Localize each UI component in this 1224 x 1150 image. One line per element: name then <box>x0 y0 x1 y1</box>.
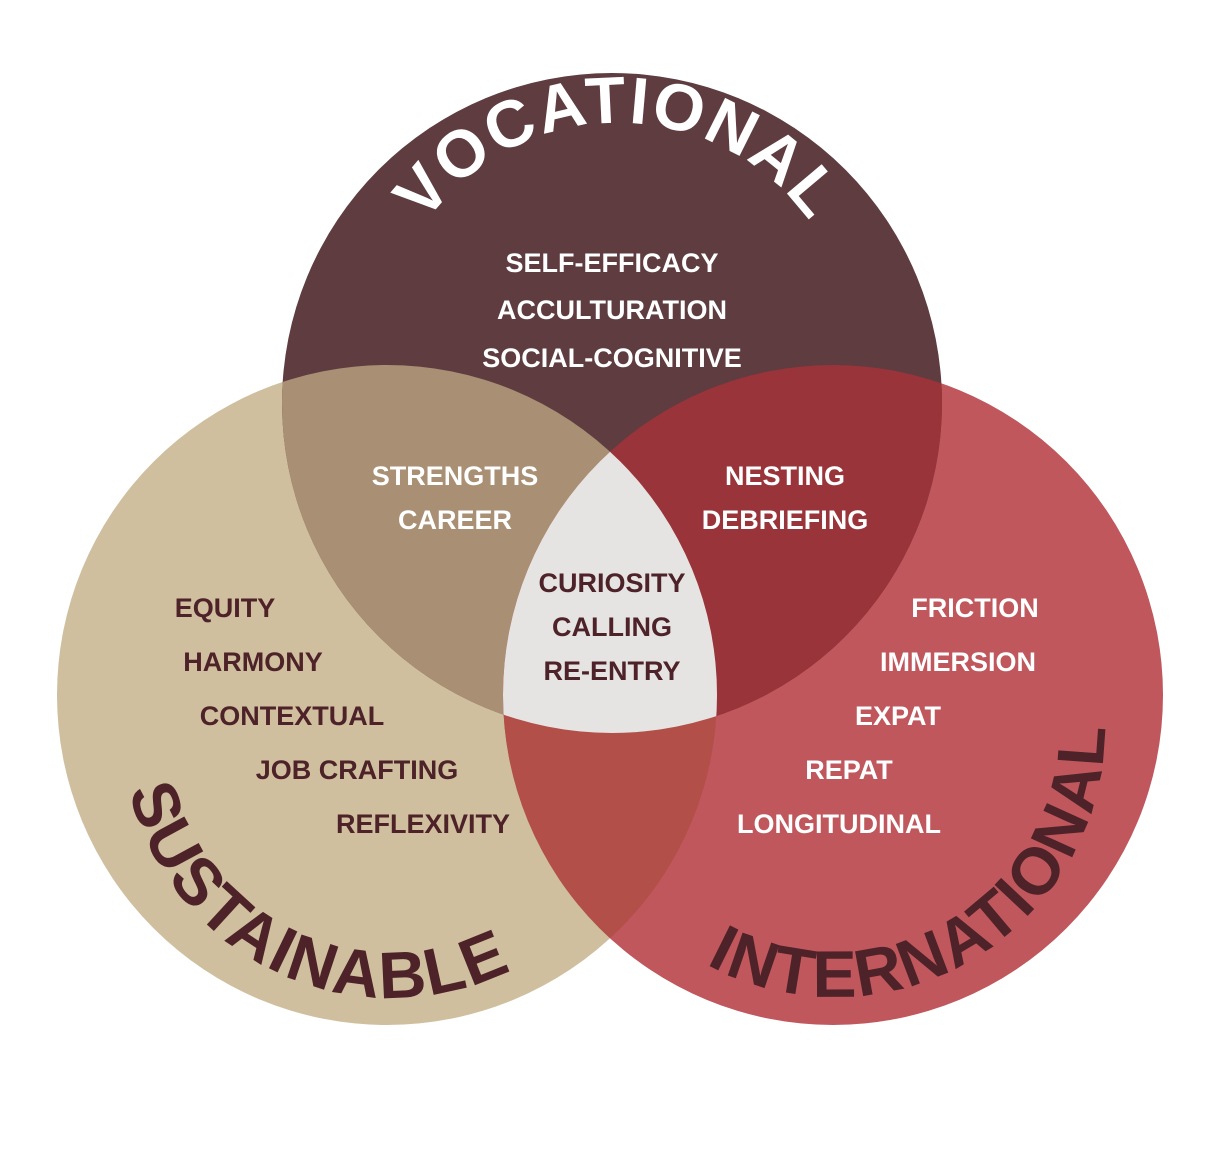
center-item: RE-ENTRY <box>543 656 680 686</box>
vocational-item: SELF-EFFICACY <box>506 248 719 278</box>
vocational-sustainable-item: STRENGTHS <box>372 461 539 491</box>
sustainable-item: JOB CRAFTING <box>256 755 459 785</box>
sustainable-item: EQUITY <box>175 593 276 623</box>
sustainable-item: CONTEXTUAL <box>200 701 385 731</box>
vocational-international-item: DEBRIEFING <box>702 505 869 535</box>
vocational-sustainable-item: CAREER <box>398 505 512 535</box>
international-item: LONGITUDINAL <box>737 809 941 839</box>
international-item: EXPAT <box>855 701 942 731</box>
center-item: CURIOSITY <box>538 568 685 598</box>
vocational-international-item: NESTING <box>725 461 845 491</box>
sustainable-item: REFLEXIVITY <box>336 809 510 839</box>
international-item: REPAT <box>805 755 893 785</box>
international-item: FRICTION <box>911 593 1039 623</box>
vocational-item: SOCIAL-COGNITIVE <box>482 343 742 373</box>
vocational-item: ACCULTURATION <box>497 295 727 325</box>
international-item: IMMERSION <box>880 647 1036 677</box>
sustainable-item: HARMONY <box>183 647 323 677</box>
center-item: CALLING <box>552 612 672 642</box>
